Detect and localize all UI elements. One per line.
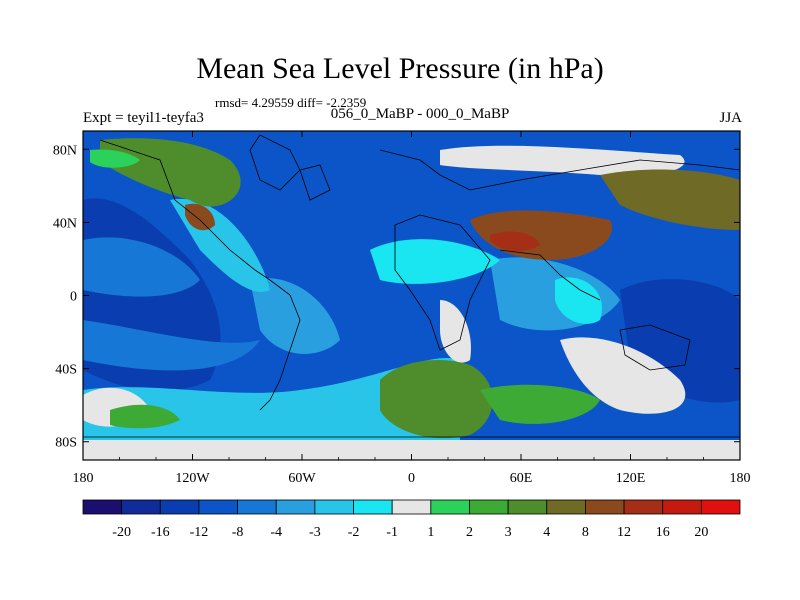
y-tick-label: 80S — [55, 436, 77, 451]
asia-peak — [490, 231, 540, 252]
season-label: JJA — [719, 110, 742, 126]
period-label: 056_0_MaBP - 000_0_MaBP — [330, 106, 510, 122]
colorbar-swatch — [159, 499, 200, 515]
colorbar-label: -3 — [309, 525, 321, 540]
colorbar-label: -12 — [190, 525, 209, 540]
y-axis-ticks: 80N 40N 0 40S 80S — [53, 143, 740, 451]
colorbar-swatch — [82, 499, 123, 515]
colorbar-label: 16 — [656, 525, 670, 540]
colorbar: -20 -16 -12 -8 -4 -3 -2 -1 1 2 3 4 8 12 16 20 — [82, 499, 741, 540]
colorbar-label: -1 — [386, 525, 398, 540]
experiment-label: Expt = teyil1-teyfa3 — [83, 110, 204, 126]
x-tick-label: 120E — [616, 471, 646, 486]
rmsd-diff-stats: rmsd= 4.29559 diff= -2.2359 — [215, 95, 367, 110]
cyan-3 — [555, 277, 602, 324]
colorbar-label: 12 — [617, 525, 631, 540]
grey-2 — [440, 300, 471, 363]
south-atlantic-high — [380, 360, 493, 439]
nam-peak — [185, 203, 215, 231]
x-tick-label: 60E — [510, 471, 533, 486]
colorbar-label: -2 — [348, 525, 360, 540]
colorbar-swatch — [353, 499, 393, 515]
colorbar-swatch — [546, 499, 586, 515]
colorbar-swatch — [507, 499, 548, 515]
x-axis-ticks: 180 120W 60W 0 60E 120E 180 — [73, 131, 751, 486]
map-title: Mean Sea Level Pressure (in hPa) — [196, 52, 604, 85]
colorbar-swatch — [314, 499, 354, 515]
x-tick-label: 120W — [175, 471, 210, 486]
x-tick-label: 60W — [288, 471, 316, 486]
x-tick-label: 180 — [73, 471, 94, 486]
colorbar-swatch — [198, 499, 238, 515]
colorbar-label: 8 — [582, 525, 589, 540]
colorbar-label: -16 — [151, 525, 170, 540]
map-field — [83, 131, 740, 460]
colorbar-label: 1 — [427, 525, 434, 540]
colorbar-swatch — [585, 499, 625, 515]
arctic-grey — [440, 145, 685, 177]
colorbar-swatch — [623, 499, 664, 515]
siberia-high — [600, 169, 740, 230]
x-tick-label: 180 — [730, 471, 751, 486]
colorbar-label: 3 — [505, 525, 512, 540]
samerica-band — [250, 278, 340, 354]
band-1 — [83, 237, 200, 297]
indian-green — [480, 384, 600, 424]
band-2 — [83, 320, 260, 371]
y-tick-label: 40N — [53, 216, 77, 231]
colorbar-swatch — [469, 499, 509, 515]
colorbar-swatch — [662, 499, 702, 515]
nam-green — [100, 138, 241, 207]
colorbar-label: 20 — [694, 525, 708, 540]
colorbar-label: 2 — [466, 525, 473, 540]
colorbar-swatch — [237, 499, 277, 515]
y-tick-label: 40S — [55, 363, 77, 378]
y-tick-label: 0 — [70, 290, 77, 305]
cyan-2 — [370, 239, 500, 284]
colorbar-swatch — [121, 499, 161, 515]
colorbar-label: -4 — [270, 525, 282, 540]
colorbar-swatch — [430, 499, 470, 515]
colorbar-swatch — [700, 499, 741, 515]
colorbar-swatch — [275, 499, 316, 515]
y-tick-label: 80N — [53, 143, 77, 158]
se-pacific-green — [110, 404, 180, 429]
x-tick-label: 0 — [408, 471, 415, 486]
coastlines — [83, 134, 740, 438]
antarctic-grey — [83, 440, 740, 460]
greenland-green — [90, 149, 140, 168]
colorbar-swatch — [391, 499, 432, 515]
colorbar-label: -8 — [232, 525, 244, 540]
colorbar-label: -20 — [112, 525, 131, 540]
colorbar-label: 4 — [543, 525, 550, 540]
grey-3 — [560, 337, 686, 414]
